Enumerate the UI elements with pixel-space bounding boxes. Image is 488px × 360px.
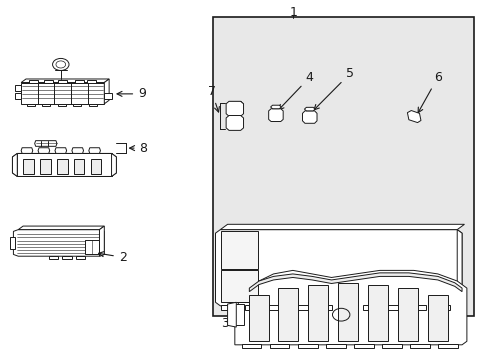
Bar xyxy=(23,159,34,174)
Bar xyxy=(85,240,99,255)
Polygon shape xyxy=(44,80,53,82)
Bar xyxy=(242,344,261,348)
Polygon shape xyxy=(99,226,104,256)
Bar xyxy=(76,256,85,260)
Polygon shape xyxy=(225,101,243,116)
Bar xyxy=(221,305,236,310)
Polygon shape xyxy=(456,230,461,306)
Polygon shape xyxy=(12,153,116,176)
Polygon shape xyxy=(55,148,66,153)
Bar xyxy=(213,17,473,316)
Polygon shape xyxy=(87,80,96,82)
Bar xyxy=(325,344,345,348)
Polygon shape xyxy=(249,273,461,292)
Bar xyxy=(91,159,101,174)
Polygon shape xyxy=(35,141,57,146)
Bar xyxy=(382,344,401,348)
Text: 6: 6 xyxy=(417,71,441,113)
Bar xyxy=(308,284,327,341)
Polygon shape xyxy=(21,79,109,82)
Bar xyxy=(410,305,426,310)
Text: 7: 7 xyxy=(207,85,219,112)
Polygon shape xyxy=(215,230,461,306)
Polygon shape xyxy=(304,107,314,111)
Bar xyxy=(298,344,317,348)
Text: 9: 9 xyxy=(117,87,146,100)
Bar xyxy=(221,270,257,302)
Polygon shape xyxy=(13,230,104,256)
Polygon shape xyxy=(220,224,464,230)
Polygon shape xyxy=(104,79,109,104)
Bar xyxy=(74,159,84,174)
Bar xyxy=(40,159,51,174)
Bar xyxy=(397,288,417,341)
Text: 2: 2 xyxy=(99,251,126,264)
Polygon shape xyxy=(234,304,244,325)
Bar xyxy=(49,256,58,260)
Polygon shape xyxy=(89,148,100,153)
Bar xyxy=(409,344,429,348)
Polygon shape xyxy=(42,104,50,106)
Bar xyxy=(244,305,260,310)
Polygon shape xyxy=(104,93,111,99)
Polygon shape xyxy=(12,153,17,176)
Polygon shape xyxy=(38,148,50,153)
Bar xyxy=(17,153,111,176)
Polygon shape xyxy=(75,80,84,82)
Polygon shape xyxy=(27,104,35,106)
Bar xyxy=(278,288,297,341)
Bar xyxy=(268,305,284,310)
Bar xyxy=(221,231,257,269)
Polygon shape xyxy=(15,93,21,99)
Bar xyxy=(249,295,268,341)
Bar xyxy=(386,305,402,310)
Bar xyxy=(57,159,67,174)
Bar xyxy=(338,283,357,341)
Polygon shape xyxy=(302,111,316,123)
Bar xyxy=(292,305,307,310)
Polygon shape xyxy=(225,116,243,130)
Polygon shape xyxy=(111,153,116,176)
Text: 1: 1 xyxy=(289,6,297,19)
Text: 4: 4 xyxy=(278,71,313,110)
Polygon shape xyxy=(270,105,281,109)
Bar xyxy=(10,237,15,249)
Bar xyxy=(437,344,457,348)
Polygon shape xyxy=(15,85,21,91)
Bar xyxy=(427,295,447,341)
Bar xyxy=(367,284,387,341)
Polygon shape xyxy=(58,104,65,106)
Text: 8: 8 xyxy=(129,141,147,154)
Polygon shape xyxy=(268,109,283,122)
Polygon shape xyxy=(29,80,38,82)
Polygon shape xyxy=(407,111,420,123)
Polygon shape xyxy=(234,270,466,345)
Text: 3: 3 xyxy=(221,317,234,330)
Bar xyxy=(62,256,72,260)
Polygon shape xyxy=(73,104,81,106)
Polygon shape xyxy=(58,80,67,82)
Bar xyxy=(269,344,289,348)
Bar xyxy=(339,305,354,310)
Text: 5: 5 xyxy=(313,67,353,110)
Polygon shape xyxy=(227,302,236,327)
Bar xyxy=(363,305,378,310)
Polygon shape xyxy=(21,148,33,153)
Polygon shape xyxy=(21,82,104,104)
Polygon shape xyxy=(89,104,96,106)
Polygon shape xyxy=(18,226,104,230)
Polygon shape xyxy=(72,148,83,153)
Bar xyxy=(434,305,449,310)
Bar xyxy=(315,305,331,310)
Bar xyxy=(353,344,373,348)
